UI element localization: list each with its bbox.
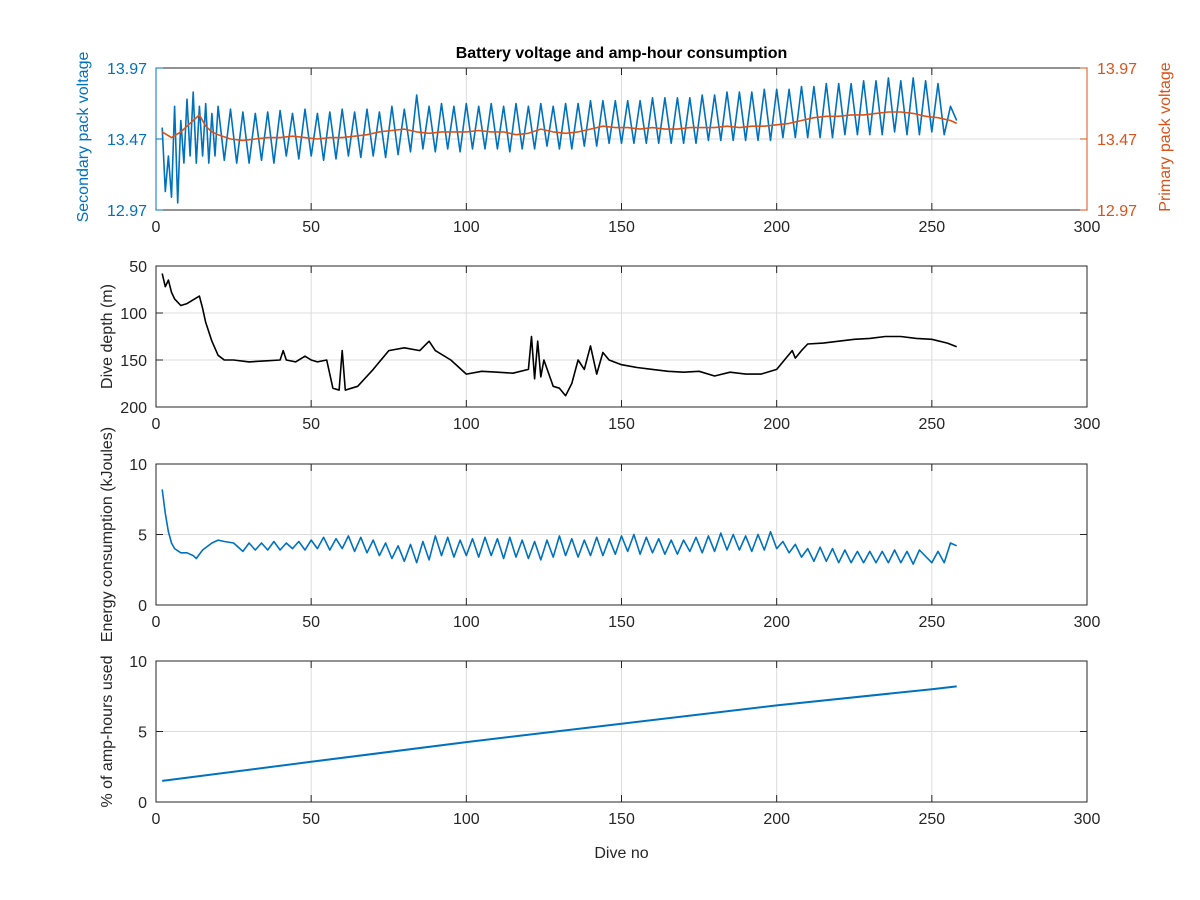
x-tick-label: 300 <box>1074 219 1101 236</box>
depth-ticks: 0 50 100 150 200 250 300 50 100 150 200 <box>120 259 1100 433</box>
y-tick-label: 10 <box>129 654 147 671</box>
chart-energy: 0 50 100 150 200 250 300 0 5 10 Energy consumptio… <box>99 427 1100 642</box>
x-tick-label: 300 <box>1074 614 1101 631</box>
energy-series-layer <box>161 489 958 565</box>
y-tick-label: 0 <box>138 598 147 615</box>
chart-depth: 0 50 100 150 200 250 300 50 100 150 200 Dive depth… <box>99 259 1100 433</box>
x-tick-label: 150 <box>608 219 635 236</box>
y-tick-label: 100 <box>120 306 147 323</box>
x-tick-label: 150 <box>608 811 635 828</box>
x-tick-label: 200 <box>763 811 790 828</box>
chart-voltage: 0 50 100 150 200 250 30012.9713.4713.9712.9713… <box>75 45 1174 236</box>
y-tick-label: 50 <box>129 259 147 276</box>
depth-series-line-0 <box>161 273 957 397</box>
x-tick-label: 100 <box>453 614 480 631</box>
x-tick-label: 100 <box>453 416 480 433</box>
primary-voltage-axis-label: Primary pack voltage <box>1157 62 1174 211</box>
x-tick-label: 50 <box>302 614 320 631</box>
y-tick-label: 12.97 <box>107 203 147 220</box>
y-tick-label: 13.97 <box>107 61 147 78</box>
depth-series-layer <box>161 273 957 397</box>
x-tick-label: 0 <box>152 219 161 236</box>
x-tick-label: 300 <box>1074 416 1101 433</box>
x-tick-label: 250 <box>918 416 945 433</box>
voltage-series-line-1 <box>161 111 958 142</box>
amphours-axis-label: % of amp-hours used <box>99 655 116 807</box>
chart-title: Battery voltage and amp-hour consumption <box>456 45 788 62</box>
y-tick-label: 13.47 <box>107 132 147 149</box>
x-tick-label: 100 <box>453 219 480 236</box>
energy-axis-label: Energy consumption (kJoules) <box>99 427 116 642</box>
amphours-series-line-0 <box>162 685 957 782</box>
energy-ticks: 0 50 100 150 200 250 300 0 5 10 <box>129 457 1100 631</box>
x-tick-label: 300 <box>1074 811 1101 828</box>
x-tick-label: 50 <box>302 416 320 433</box>
x-tick-label: 250 <box>918 614 945 631</box>
x-tick-label: 0 <box>152 416 161 433</box>
x-axis-label: Dive no <box>594 845 648 862</box>
x-tick-label: 50 <box>302 219 320 236</box>
x-tick-label: 200 <box>763 614 790 631</box>
x-tick-label: 200 <box>763 219 790 236</box>
y-tick-label: 0 <box>138 795 147 812</box>
x-tick-label: 0 <box>152 811 161 828</box>
x-tick-label: 150 <box>608 416 635 433</box>
amphours-series-layer <box>162 685 957 782</box>
y-tick-label: 10 <box>129 457 147 474</box>
amphours-gridlines <box>156 661 1087 802</box>
y-tick-label: 5 <box>138 725 147 742</box>
energy-gridlines <box>156 464 1087 605</box>
x-tick-label: 50 <box>302 811 320 828</box>
amphours-ticks: 0 50 100 150 200 250 300 0 5 10 <box>129 654 1100 828</box>
chart-amphours: 0 50 100 150 200 250 300 0 5 10 % of amp-hours us… <box>99 654 1100 862</box>
dive-depth-axis-label: Dive depth (m) <box>99 284 116 389</box>
y-tick-label: 5 <box>138 528 147 545</box>
x-tick-label: 0 <box>152 614 161 631</box>
voltage-series-line-0 <box>161 77 958 204</box>
y-tick-label: 200 <box>120 400 147 417</box>
x-tick-label: 250 <box>918 219 945 236</box>
right-y-tick-label: 13.47 <box>1097 132 1137 149</box>
voltage-ticks: 0 50 100 150 200 250 30012.9713.4713.9712.9713… <box>107 61 1137 236</box>
x-tick-label: 150 <box>608 614 635 631</box>
secondary-voltage-axis-label: Secondary pack voltage <box>75 52 92 223</box>
x-tick-label: 200 <box>763 416 790 433</box>
x-tick-label: 100 <box>453 811 480 828</box>
depth-gridlines <box>156 266 1087 407</box>
y-tick-label: 150 <box>120 353 147 370</box>
right-y-tick-label: 12.97 <box>1097 203 1137 220</box>
energy-series-line-0 <box>161 489 958 565</box>
right-y-tick-label: 13.97 <box>1097 61 1137 78</box>
voltage-series-layer <box>161 77 958 204</box>
x-tick-label: 250 <box>918 811 945 828</box>
